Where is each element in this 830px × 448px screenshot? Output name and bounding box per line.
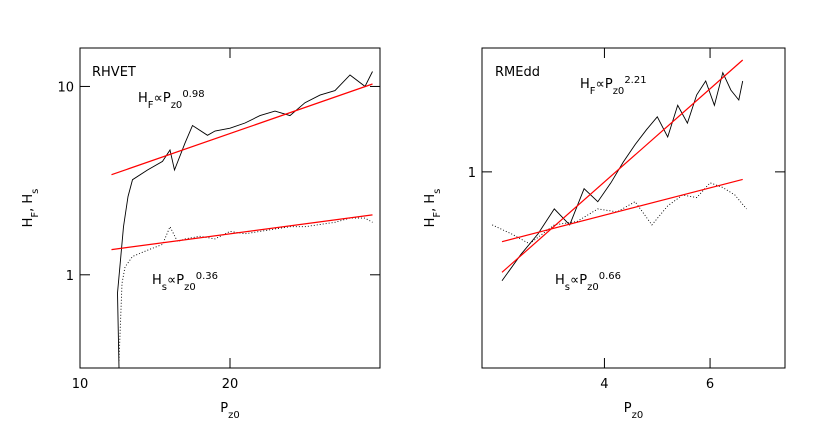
annotation-part: z0	[184, 282, 196, 293]
data-line	[111, 83, 373, 176]
annotation-part: ∝P	[596, 77, 613, 92]
annotation: HF∝Pz00.98	[138, 89, 205, 111]
data-line	[117, 71, 373, 369]
annotation-part: H	[152, 273, 162, 288]
annotation-part: z0	[613, 86, 625, 97]
data-line	[501, 59, 744, 273]
y-axis-label: HF, Hs	[423, 189, 443, 228]
annotation-part: s	[162, 282, 167, 293]
y-axis-label-part: , H	[21, 194, 36, 212]
y-axis-label-part: , H	[423, 194, 438, 212]
annotation: RMEdd	[495, 65, 540, 80]
annotation-part: ∝P	[167, 273, 184, 288]
x-tick-label: 10	[72, 377, 89, 392]
y-axis-label-part: H	[423, 218, 438, 228]
plot-frame	[79, 47, 381, 369]
annotation-part: F	[148, 100, 154, 111]
x-tick-label: 4	[600, 377, 608, 392]
annotation-part: H	[138, 91, 148, 106]
x-tick-label: 20	[222, 377, 239, 392]
data-line	[501, 178, 743, 243]
annotation-part: RHVET	[92, 65, 136, 80]
annotation-part: z0	[587, 282, 599, 293]
data-line	[111, 214, 373, 251]
x-axis-label: Pz0	[624, 401, 643, 421]
y-tick-label: 1	[66, 269, 74, 284]
annotation-part: ∝P	[154, 91, 171, 106]
data-line	[501, 71, 744, 282]
annotation-part: 0.98	[182, 89, 204, 100]
annotation: Hs∝Pz00.66	[555, 271, 621, 293]
y-tick-label: 10	[57, 80, 74, 95]
annotation-part: H	[580, 77, 590, 92]
annotation-part: ∝P	[570, 273, 587, 288]
y-tick-label: 1	[468, 166, 476, 181]
data-line	[492, 182, 747, 245]
x-tick-label: 6	[706, 377, 714, 392]
y-axis-label-part: s	[30, 189, 41, 194]
annotation-part: F	[590, 86, 596, 97]
y-axis-label-part: F	[432, 212, 443, 218]
annotation: HF∝Pz02.21	[580, 75, 647, 97]
x-axis-label-part: z0	[228, 410, 240, 421]
annotation: RHVET	[92, 65, 136, 80]
x-axis-label: Pz0	[220, 401, 239, 421]
annotation-part: 2.21	[624, 75, 646, 86]
data-line	[118, 217, 373, 361]
annotation-part: z0	[171, 100, 183, 111]
y-axis-label-part: H	[21, 218, 36, 228]
y-axis-label-part: s	[432, 189, 443, 194]
annotation-part: s	[565, 282, 570, 293]
x-axis-label-part: P	[220, 401, 228, 416]
annotation-part: RMEdd	[495, 65, 540, 80]
x-axis-label-part: z0	[632, 410, 644, 421]
annotation-part: 0.36	[196, 271, 218, 282]
y-axis-label: HF, Hs	[21, 189, 41, 228]
annotation-part: H	[555, 273, 565, 288]
x-axis-label-part: P	[624, 401, 632, 416]
annotation-part: 0.66	[599, 271, 621, 282]
annotation: Hs∝Pz00.36	[152, 271, 218, 293]
y-axis-label-part: F	[30, 212, 41, 218]
plot-frame	[481, 47, 786, 369]
